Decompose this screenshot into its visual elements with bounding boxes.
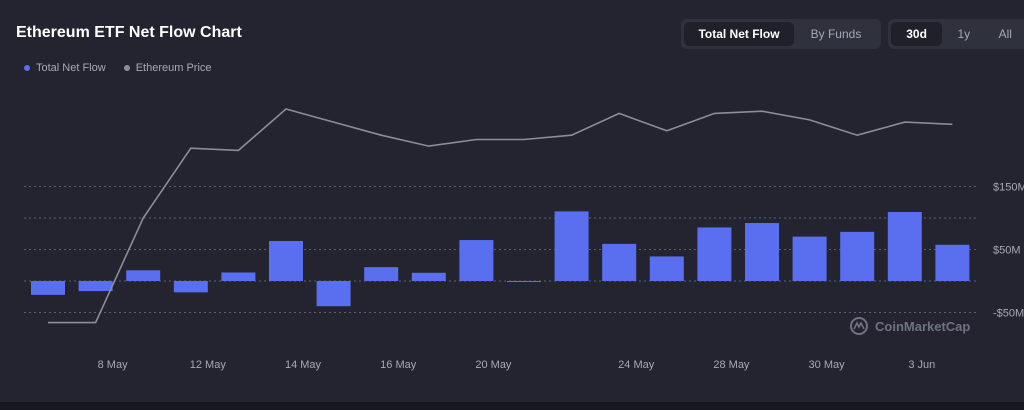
page-title: Ethereum ETF Net Flow Chart xyxy=(16,24,242,41)
chart-legend: Total Net Flow Ethereum Price xyxy=(24,62,212,74)
bottom-bar xyxy=(0,402,1024,410)
coinmarketcap-logo-icon xyxy=(850,317,868,335)
tab-by-funds[interactable]: By Funds xyxy=(810,27,862,41)
flow-bar xyxy=(745,223,779,281)
y-tick-label: $150M xyxy=(993,182,1024,194)
flow-bar xyxy=(364,267,399,281)
x-tick-label: 30 May xyxy=(809,359,846,371)
legend-dot-net-flow-icon xyxy=(24,65,30,71)
legend-label-net-flow: Total Net Flow xyxy=(36,62,106,74)
flow-bar xyxy=(221,272,256,281)
flow-bar xyxy=(78,281,113,292)
y-tick-label: -$50M xyxy=(993,308,1024,320)
flow-bar xyxy=(649,256,684,281)
x-tick-label: 16 May xyxy=(380,359,417,371)
legend-item-net-flow[interactable]: Total Net Flow xyxy=(24,62,106,74)
tab-range-all[interactable]: All xyxy=(998,27,1012,41)
flow-bar xyxy=(31,281,65,295)
legend-item-eth-price[interactable]: Ethereum Price xyxy=(123,62,212,74)
legend-label-eth-price: Ethereum Price xyxy=(135,62,212,74)
watermark-text: CoinMarketCap xyxy=(875,319,970,334)
flow-bar xyxy=(602,243,637,281)
coinmarketcap-logo-mark-icon xyxy=(853,321,865,330)
x-tick-label: 8 May xyxy=(98,359,128,371)
flow-bar xyxy=(792,236,827,281)
coinmarketcap-watermark: CoinMarketCap xyxy=(850,317,970,335)
flow-bar xyxy=(887,212,922,281)
flow-bar xyxy=(269,240,303,281)
y-tick-label: $50M xyxy=(993,245,1021,257)
flow-bar xyxy=(459,240,494,281)
flow-bar xyxy=(173,281,208,293)
tab-total-net-flow[interactable]: Total Net Flow xyxy=(684,22,794,46)
flow-bar xyxy=(316,281,351,307)
flow-bar xyxy=(840,231,875,281)
eth-price-line xyxy=(48,108,953,324)
x-tick-label: 3 Jun xyxy=(908,359,935,371)
flow-bar xyxy=(126,270,161,281)
tab-range-30d[interactable]: 30d xyxy=(891,22,943,46)
tab-range-1y[interactable]: 1y xyxy=(957,27,971,41)
x-tick-label: 24 May xyxy=(618,359,655,371)
legend-dot-eth-price-icon xyxy=(123,65,130,71)
view-toggle: Total Net Flow By Funds xyxy=(681,19,881,49)
x-tick-label: 20 May xyxy=(475,359,512,371)
flow-bar xyxy=(507,281,541,282)
x-tick-label: 12 May xyxy=(190,359,227,371)
flow-bar xyxy=(697,227,732,281)
flow-bar xyxy=(411,272,446,281)
flow-bar xyxy=(554,211,589,281)
x-tick-label: 14 May xyxy=(285,359,322,371)
x-tick-label: 28 May xyxy=(713,359,750,371)
net-flow-chart: $150M $50M -$50M 8 May 12 May 14 May 16 May 20… xyxy=(24,108,1024,371)
flow-bar xyxy=(935,244,970,281)
range-toggle: 30d 1y All xyxy=(888,19,1024,49)
